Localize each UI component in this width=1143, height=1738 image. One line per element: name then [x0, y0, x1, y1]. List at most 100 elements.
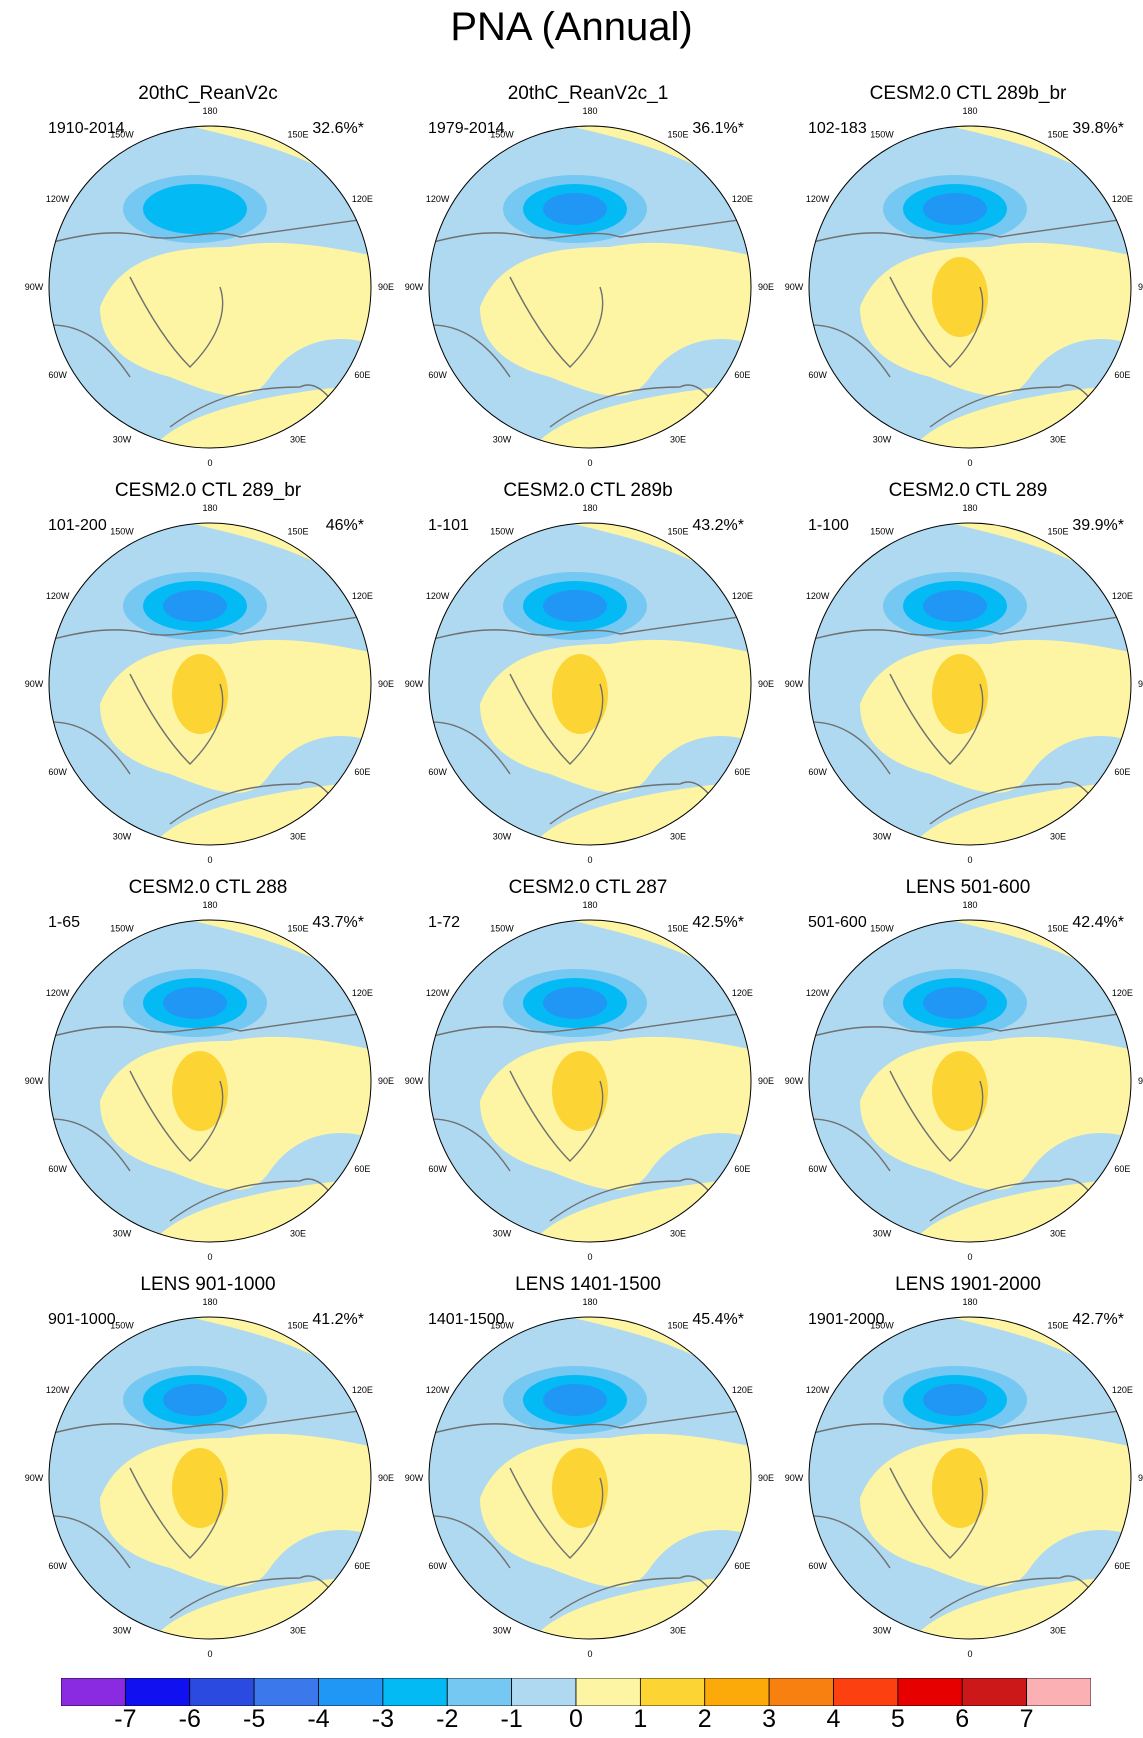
longitude-label: 120E [352, 591, 373, 601]
panel-period: 1910-2014 [48, 120, 125, 137]
map-boundary [48, 1316, 372, 1640]
polar-map: 180 150E 120E 90E 60E 30E 0 30W 60W 90W 120W 150W [785, 503, 1143, 865]
negative-anomaly-contour [923, 987, 987, 1019]
colorbar-swatch [961, 1678, 1028, 1706]
map-boundary [428, 1316, 752, 1640]
panel-period: 1979-2014 [428, 120, 505, 137]
longitude-label: 60E [734, 1164, 750, 1174]
colorbar-swatch [575, 1678, 641, 1706]
longitude-label: 150E [1047, 527, 1068, 537]
longitude-label: 60E [1114, 370, 1130, 380]
negative-anomaly-contour [923, 1384, 987, 1416]
longitude-label: 90E [378, 1473, 394, 1483]
colorbar-tick-label: -2 [436, 1705, 459, 1733]
longitude-label: 150W [490, 130, 514, 140]
map-boundary [808, 1316, 1132, 1640]
map-panel: 20thC_ReanV2c 1910-2014 32.6%* 180 150E 120E 9… [18, 82, 398, 477]
colorbar-swatch [639, 1678, 706, 1706]
panel-period: 101-200 [48, 517, 107, 534]
longitude-label: 30E [670, 831, 686, 841]
longitude-label: 60E [354, 1164, 370, 1174]
longitude-label: 90E [1138, 679, 1143, 689]
panel-title: LENS 1401-1500 [515, 1274, 661, 1295]
colorbar-tick-label: -4 [307, 1705, 330, 1733]
panel-title: CESM2.0 CTL 289b_br [869, 83, 1067, 104]
longitude-label: 150W [870, 1321, 894, 1331]
map-panel: LENS 1901-2000 1901-2000 42.7%* 180 150E 120E… [778, 1273, 1143, 1668]
longitude-label: 120E [732, 591, 753, 601]
longitude-label: 60E [734, 1561, 750, 1571]
longitude-label: 90W [25, 1076, 44, 1086]
longitude-label: 120E [352, 1385, 373, 1395]
anomaly-field-positive [480, 242, 751, 396]
map-boundary [48, 522, 372, 846]
panel-variance-percent: 42.4%* [1072, 914, 1124, 931]
longitude-label: 30E [290, 1228, 306, 1238]
longitude-label: 90E [758, 282, 774, 292]
longitude-label: 30E [670, 434, 686, 444]
anomaly-field-positive [100, 639, 371, 793]
polar-map: 180 150E 120E 90E 60E 30E 0 30W 60W 90W 120W 150W [405, 106, 774, 468]
colorbar-tick-label: -5 [243, 1705, 266, 1733]
colorbar-swatch [61, 1678, 126, 1706]
panel-title: 20thC_ReanV2c [138, 83, 278, 104]
longitude-label: 120E [1112, 1385, 1133, 1395]
longitude-label: 30E [1050, 1228, 1066, 1238]
colorbar-tick-label: -3 [371, 1705, 394, 1733]
longitude-label: 0 [207, 1252, 212, 1262]
longitude-label: 150E [667, 527, 688, 537]
positive-anomaly-core [552, 654, 608, 734]
longitude-label: 60E [734, 370, 750, 380]
longitude-label: 150E [1047, 1321, 1068, 1331]
longitude-label: 30W [113, 1625, 132, 1635]
polar-map: 180 150E 120E 90E 60E 30E 0 30W 60W 90W 120W 150W [405, 1297, 774, 1659]
map-boundary [808, 125, 1132, 449]
panel-period: 501-600 [808, 914, 867, 931]
longitude-label: 60E [354, 370, 370, 380]
colorbar-labels: -7 -6 -5 -4 -3 -2 -1 0 1 2 3 4 5 6 7 [0, 1704, 1143, 1738]
anomaly-field-positive [480, 1036, 751, 1190]
positive-anomaly-core [552, 1448, 608, 1528]
longitude-label: 90W [785, 1076, 804, 1086]
longitude-label: 60E [1114, 767, 1130, 777]
longitude-label: 180 [202, 106, 217, 116]
longitude-label: 60W [428, 767, 447, 777]
colorbar-swatch [768, 1678, 834, 1706]
negative-anomaly-contour [163, 987, 227, 1019]
longitude-label: 90E [378, 1076, 394, 1086]
colorbar-swatch [511, 1678, 577, 1706]
coastline [429, 1407, 751, 1629]
longitude-label: 180 [202, 1297, 217, 1307]
longitude-label: 150W [110, 924, 134, 934]
longitude-label: 180 [582, 503, 597, 513]
panel-title: CESM2.0 CTL 289b [503, 480, 673, 501]
longitude-label: 60W [428, 370, 447, 380]
anomaly-field-positive [860, 1036, 1131, 1190]
longitude-label: 150W [110, 130, 134, 140]
longitude-label: 90E [758, 1473, 774, 1483]
longitude-label: 30E [290, 1625, 306, 1635]
longitude-label: 150W [490, 924, 514, 934]
longitude-label: 120W [46, 988, 70, 998]
longitude-label: 120W [806, 591, 830, 601]
panel-period: 1-72 [428, 914, 461, 931]
longitude-label: 120W [806, 194, 830, 204]
panel-title: LENS 501-600 [905, 877, 1031, 898]
colorbar-tick-label: -6 [178, 1705, 201, 1733]
longitude-label: 120W [806, 988, 830, 998]
map-panel: LENS 901-1000 901-1000 41.2%* 180 150E 120E 90… [18, 1273, 398, 1668]
longitude-label: 150E [1047, 924, 1068, 934]
longitude-label: 60W [48, 370, 67, 380]
colorbar-swatch [1026, 1678, 1091, 1706]
longitude-label: 60E [1114, 1561, 1130, 1571]
colorbar-tick-label: 2 [697, 1705, 712, 1733]
longitude-label: 0 [587, 458, 592, 468]
longitude-label: 120W [426, 1385, 450, 1395]
polar-map: 180 150E 120E 90E 60E 30E 0 30W 60W 90W 120W 150W [25, 1297, 394, 1659]
longitude-label: 180 [962, 106, 977, 116]
longitude-label: 90E [758, 679, 774, 689]
panel-period: 1-101 [428, 517, 469, 534]
longitude-label: 60E [354, 767, 370, 777]
coastline [809, 216, 1131, 438]
longitude-label: 0 [207, 855, 212, 865]
